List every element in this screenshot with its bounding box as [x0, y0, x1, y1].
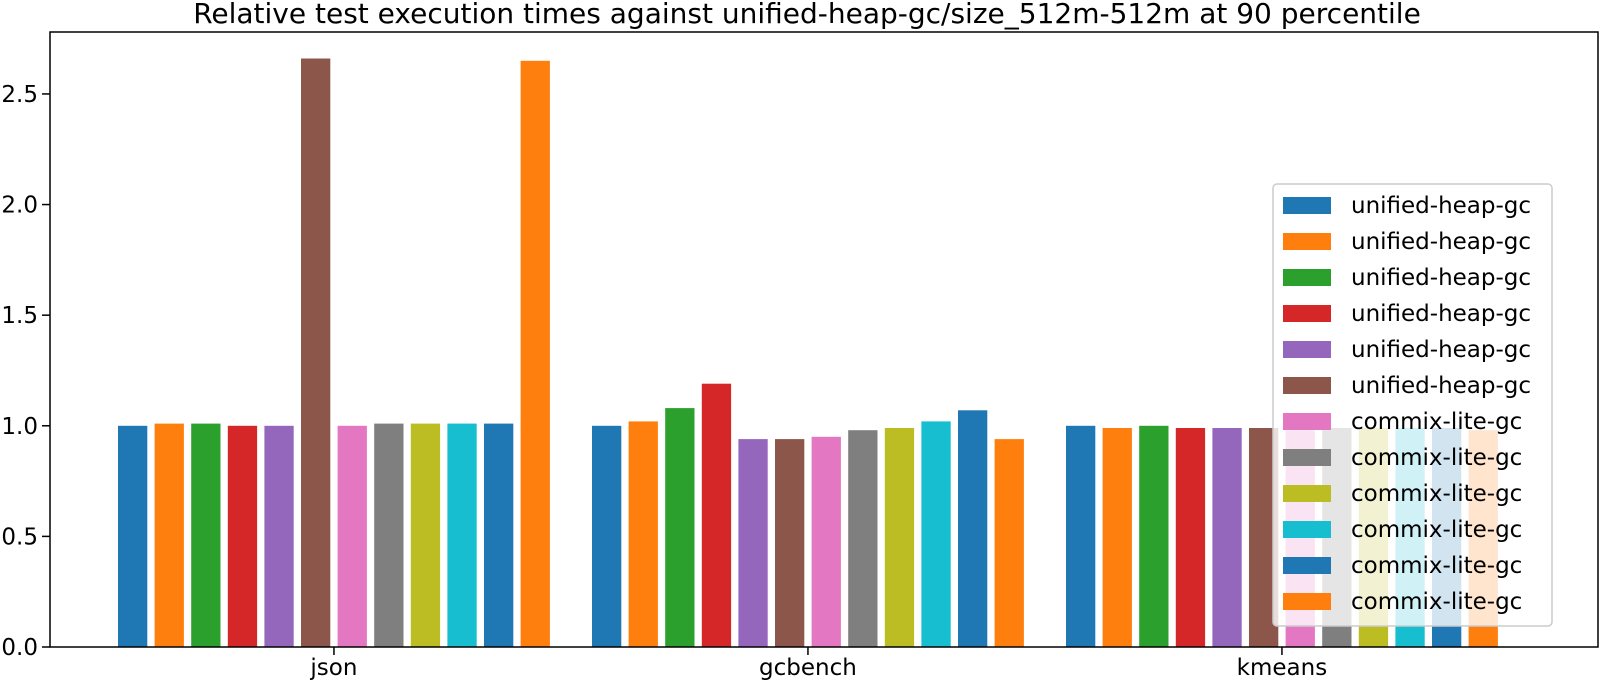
legend-label: commix-lite-gc [1351, 481, 1522, 507]
legend-label: unified-heap-gc [1351, 337, 1531, 363]
legend-label: commix-lite-gc [1351, 553, 1522, 579]
bar [701, 383, 732, 647]
bar [154, 423, 184, 647]
x-tick-label: gcbench [759, 655, 857, 681]
legend-swatch [1283, 413, 1331, 430]
legend-swatch [1283, 485, 1331, 502]
bar [921, 421, 951, 647]
bar [227, 425, 258, 647]
bar [1066, 425, 1096, 647]
legend-label: commix-lite-gc [1351, 517, 1522, 543]
bar [994, 439, 1024, 647]
legend-label: commix-lite-gc [1351, 589, 1522, 615]
y-axis: 0.0 0.5 1.0 1.5 2.0 2.5 [1, 82, 50, 661]
bar [592, 425, 622, 647]
bar [484, 423, 514, 647]
bar [1139, 425, 1169, 647]
legend-swatch [1283, 593, 1331, 610]
legend-swatch [1283, 197, 1331, 214]
bar [848, 430, 878, 647]
bar [301, 58, 331, 647]
y-tick-label: 1.0 [1, 414, 38, 440]
bar [884, 428, 915, 647]
bar [665, 408, 695, 647]
bar [628, 421, 658, 647]
legend-swatch [1283, 305, 1331, 322]
bar [264, 425, 294, 647]
legend-label: unified-heap-gc [1351, 193, 1531, 219]
bar [1212, 428, 1242, 647]
legend-swatch [1283, 269, 1331, 286]
y-tick-label: 2.5 [1, 82, 38, 108]
bar [337, 425, 367, 647]
legend-frame [1272, 183, 1553, 627]
x-tick-label: json [309, 655, 357, 681]
y-tick-label: 1.5 [1, 303, 38, 329]
legend-swatch [1283, 557, 1331, 574]
bar [520, 60, 550, 648]
bar [191, 423, 221, 647]
legend-swatch [1283, 449, 1331, 466]
y-tick-label: 2.0 [1, 193, 38, 219]
bar [738, 439, 768, 647]
legend-swatch [1283, 341, 1331, 358]
bar [1102, 428, 1132, 647]
legend-swatch [1283, 521, 1331, 538]
plot-frame [49, 31, 1599, 648]
bar [410, 423, 441, 647]
legend: unified-heap-gc unified-heap-gc unified-he… [1272, 183, 1553, 627]
legend-label: commix-lite-gc [1351, 445, 1522, 471]
chart-title: Relative test execution times against un… [193, 0, 1421, 30]
y-tick-label: 0.5 [1, 524, 38, 550]
bar [118, 425, 148, 647]
legend-swatch [1283, 377, 1331, 394]
bar [374, 423, 404, 647]
x-axis: json gcbench kmeans [309, 647, 1327, 681]
legend-label: unified-heap-gc [1351, 265, 1531, 291]
legend-label: unified-heap-gc [1351, 301, 1531, 327]
x-tick-label: kmeans [1237, 655, 1328, 681]
legend-swatch [1283, 233, 1331, 250]
legend-label: unified-heap-gc [1351, 373, 1531, 399]
bar [811, 436, 841, 647]
bar [447, 423, 477, 647]
y-tick-label: 0.0 [1, 635, 38, 661]
legend-label: unified-heap-gc [1351, 229, 1531, 255]
legend-label: commix-lite-gc [1351, 409, 1522, 435]
bar [775, 439, 805, 647]
bar [958, 410, 988, 647]
bar [1175, 428, 1206, 647]
